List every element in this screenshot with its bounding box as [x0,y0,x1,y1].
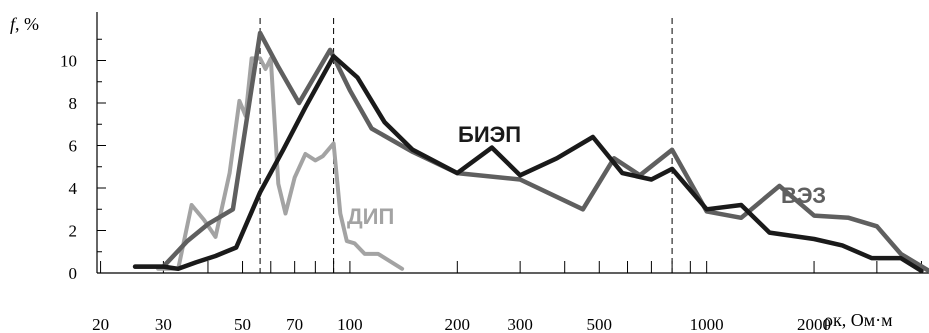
x-tick-label: 100 [337,315,363,333]
series-label-biep: БИЭП [458,122,521,147]
y-tick-label: 4 [69,179,78,198]
chart-labels: f, % ρк, Ом·м БИЭП ВЭЗ ДИП [10,14,893,330]
x-tick-label: 20 [92,315,109,333]
x-tick-label: 70 [286,315,303,333]
series-line-biep [132,54,924,274]
x-tick-label: 500 [587,315,613,333]
series-label-dip: ДИП [347,204,394,229]
y-axis-title: f, % [10,14,39,34]
y-tick-label: 8 [69,94,78,113]
y-tick-label: 0 [69,264,78,283]
x-tick-label: 30 [155,315,172,333]
x-tick-label: 300 [507,315,533,333]
series-lines [132,30,929,274]
y-tick-label: 2 [69,222,78,241]
series-line-vez [132,30,929,274]
chart-axes: 0 2 4 6 8 10 20 30 50 70 100 200 300 500 1000 2000 [60,12,929,333]
x-tick-label: 200 [445,315,471,333]
y-tick-label: 10 [60,52,77,71]
x-tick-label: 50 [234,315,251,333]
x-axis-title: ρк, Ом·м [824,310,893,330]
series-line-dip [156,56,405,271]
x-tick-label: 1000 [690,315,724,333]
y-tick-label: 6 [69,137,78,156]
x-tick-label: 2000 [797,315,831,333]
y-axis-title-rest: , % [15,14,39,34]
series-label-vez: ВЭЗ [781,183,826,208]
